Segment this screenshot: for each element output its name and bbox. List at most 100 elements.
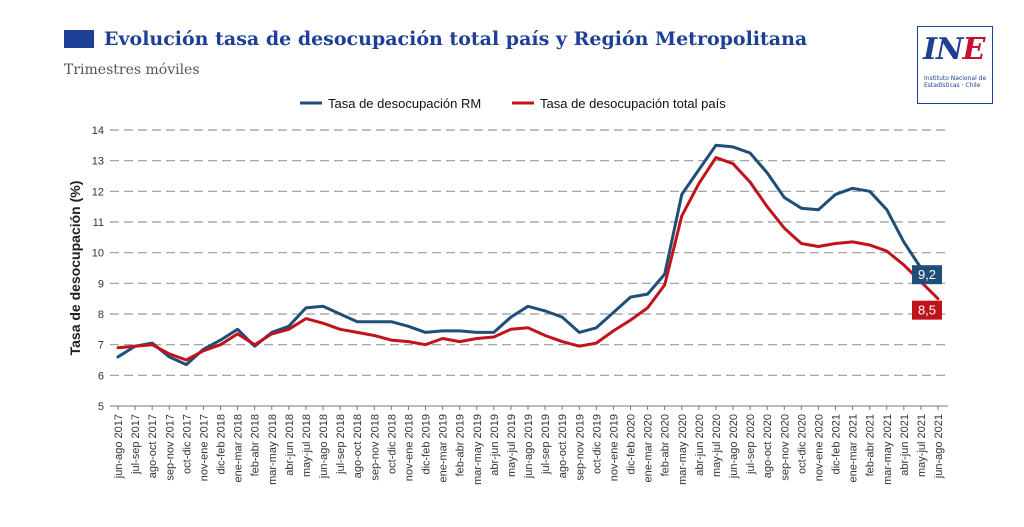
data-point <box>424 343 427 346</box>
x-tick-label: mar-may 2018 <box>267 414 279 485</box>
x-tick-label: ago-oct 2017 <box>147 414 159 478</box>
data-point <box>817 245 820 248</box>
y-tick-label: 6 <box>98 370 104 382</box>
x-tick-label: may-jul 2019 <box>506 414 518 477</box>
x-tick-label: jul-sep 2020 <box>745 414 757 475</box>
data-point <box>646 306 649 310</box>
end-labels: 9,2 8,5 <box>912 265 942 320</box>
data-point <box>663 272 666 276</box>
data-point <box>578 331 581 334</box>
data-point <box>304 306 308 310</box>
data-point <box>185 358 188 362</box>
chart-subtitle: Trimestres móviles <box>64 62 200 78</box>
data-point <box>902 263 906 267</box>
data-point <box>338 312 342 316</box>
data-point <box>595 341 598 345</box>
data-point <box>936 297 940 300</box>
data-point <box>338 328 342 331</box>
x-tick-label: nov-ene 2020 <box>813 414 825 481</box>
data-point <box>236 328 239 331</box>
x-tick-label: oct-dic 2020 <box>796 414 808 474</box>
chart-title: Evolución tasa de desocupación total paí… <box>104 28 808 50</box>
data-point <box>253 343 256 346</box>
x-tick-label: dic-feb 2018 <box>216 414 228 475</box>
data-point <box>783 196 786 199</box>
data-point <box>475 331 478 334</box>
data-point <box>509 315 513 319</box>
data-point <box>714 156 718 159</box>
data-point <box>731 162 735 165</box>
x-tick-label: jun-ago 2018 <box>318 414 330 479</box>
x-tick-label: abr-jun 2019 <box>489 414 501 476</box>
x-tick-label: may-jul 2020 <box>711 414 723 477</box>
x-tick-label: jun-ago 2017 <box>113 414 125 479</box>
data-point <box>355 320 359 323</box>
x-tick-label: jun-ago 2019 <box>523 414 535 479</box>
x-tick-label: oct-dic 2018 <box>386 414 398 474</box>
x-tick-label: ene-mar 2019 <box>438 414 450 483</box>
x-tick-label: oct-dic 2019 <box>591 414 603 474</box>
data-point <box>321 322 325 325</box>
y-tick-label: 13 <box>92 156 104 168</box>
data-point <box>492 335 496 339</box>
ine-logo-text-line1: Instituto Nacional de <box>924 75 987 82</box>
x-tick-label: feb-abr 2021 <box>865 414 877 476</box>
y-tick-label: 7 <box>98 340 104 352</box>
data-point <box>116 346 120 349</box>
x-tick-label: ago-oct 2018 <box>352 414 364 478</box>
data-point <box>646 292 649 296</box>
ine-logo-text: Instituto Nacional de Estadísticas · Chi… <box>924 75 992 89</box>
data-point <box>321 305 325 308</box>
legend-label-pais: Tasa de desocupación total país <box>540 96 726 111</box>
x-tick-label: mar-may 2021 <box>882 414 894 485</box>
data-point <box>390 338 393 342</box>
x-tick-label: mar-may 2020 <box>677 414 689 485</box>
data-point <box>697 168 701 172</box>
data-point <box>560 315 564 319</box>
data-point <box>765 171 769 175</box>
data-point <box>834 193 837 196</box>
data-point <box>851 240 854 244</box>
y-tick-label: 12 <box>92 186 104 198</box>
data-point <box>885 208 888 211</box>
data-point <box>407 325 410 328</box>
chart-legend: Tasa de desocupación RM Tasa de desocupa… <box>300 96 726 111</box>
data-point <box>578 345 581 348</box>
data-point <box>202 349 205 352</box>
data-point <box>851 187 854 190</box>
x-tick-label: nov-ene 2018 <box>403 414 415 481</box>
data-point <box>817 208 820 211</box>
y-axis-title: Tasa de desocupación (%) <box>67 181 83 356</box>
x-tick-label: ene-mar 2021 <box>848 414 860 483</box>
data-point <box>116 355 120 359</box>
end-label-box-pais <box>912 300 942 320</box>
data-point <box>680 193 683 196</box>
data-point <box>168 355 171 359</box>
data-point <box>373 334 376 337</box>
data-point <box>526 305 530 308</box>
x-tick-label: jun-ago 2021 <box>933 414 945 479</box>
x-axis-ticks: jun-ago 2017 jul-sep 2017 ago-oct 2017 sep-… <box>113 406 945 485</box>
data-point <box>714 144 718 147</box>
data-point <box>407 340 410 343</box>
data-point <box>287 325 291 328</box>
x-tick-label: nov-ene 2017 <box>198 414 210 481</box>
data-point <box>441 337 444 340</box>
data-point <box>697 182 701 185</box>
x-tick-label: ene-mar 2018 <box>233 414 245 483</box>
data-point <box>185 363 188 366</box>
ine-logo: INE Instituto Nacional de Estadísticas ·… <box>917 26 993 104</box>
x-tick-label: jul-sep 2018 <box>335 414 347 475</box>
data-point <box>595 326 598 329</box>
data-point <box>543 334 547 337</box>
data-point <box>800 242 803 245</box>
data-point <box>150 343 154 346</box>
data-point <box>783 226 786 230</box>
data-point <box>492 331 496 334</box>
data-point <box>748 180 752 184</box>
x-tick-label: dic-feb 2021 <box>831 414 843 475</box>
x-tick-label: may-jul 2021 <box>916 414 928 477</box>
ine-logo-text-line2: Estadísticas · Chile <box>924 82 981 89</box>
x-tick-label: feb-abr 2020 <box>660 414 672 476</box>
